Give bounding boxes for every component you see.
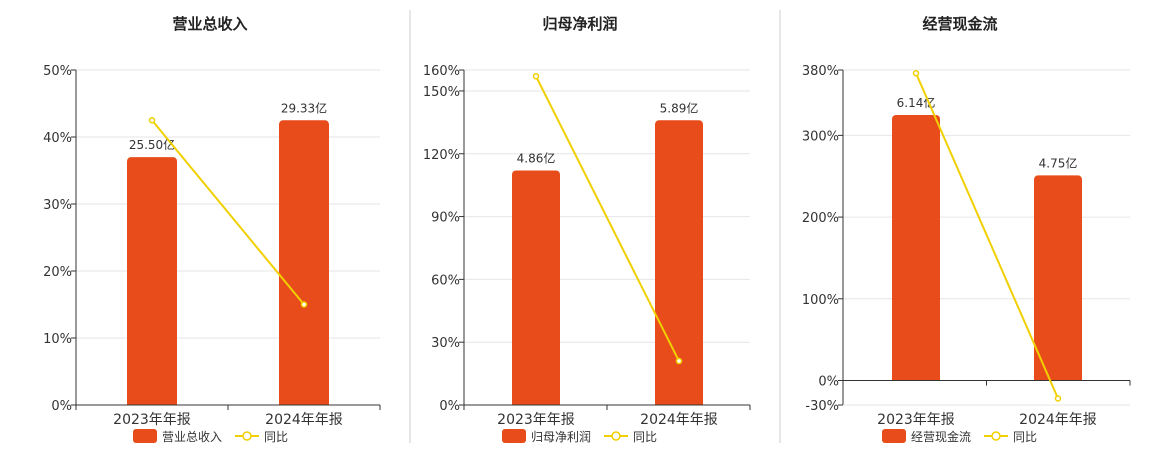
y-tick-label: 160% [423,64,460,79]
chart-title: 经营现金流 [922,15,997,33]
chart-panel-2: 归母净利润 0% 30% 60% 90% 120% 150% 160% 4.86亿 5.89亿 20… [423,15,751,444]
y-tick-label: 120% [423,148,460,163]
y-tick-label: 300% [802,129,839,144]
legend-label: 同比 [264,430,288,444]
bar [127,157,177,405]
y-tick-label: 200% [802,211,839,226]
bar-data-label: 6.14亿 [897,95,936,110]
line-point [532,73,540,80]
bar-base [512,399,560,405]
y-tick-label: 0% [439,399,460,414]
y-tick-label: 30% [431,336,460,351]
chart-panel-1: 营业总收入 0% 10% 20% 30% 40% 50% 25.50亿 29.33亿 2023年年… [43,15,381,444]
x-tick-label: 2023年年报 [497,412,575,428]
line-point [1054,395,1062,402]
bar-base [655,399,703,405]
bar-base [892,374,940,381]
bar-data-label: 25.50亿 [129,137,175,152]
y-tick-label: 60% [431,273,460,288]
x-tick-label: 2024年年报 [640,412,718,428]
y-tick-label: 150% [423,85,460,100]
legend-swatch-marker [991,431,1001,441]
legend-swatch-bar [882,429,906,443]
x-tick-label: 2024年年报 [265,412,343,428]
bar [279,120,329,405]
legend-label: 归母净利润 [531,430,591,444]
legend-label: 经营现金流 [911,429,971,444]
bar-data-label: 29.33亿 [281,100,327,115]
line-series [535,75,680,362]
legend-swatch-marker [242,431,252,441]
y-tick-label: 100% [802,293,839,308]
line-point [675,357,683,365]
x-tick-label: 2024年年报 [1019,412,1097,428]
y-tick-label: 0% [51,399,72,414]
chart-title: 营业总收入 [172,15,247,33]
bar-data-label: 5.89亿 [660,100,699,115]
legend-label: 营业总收入 [162,430,222,444]
bar [892,114,940,381]
y-tick-label: 50% [43,64,72,79]
line-series [915,72,1059,399]
legend-swatch-marker [611,431,621,441]
y-tick-label: 0% [818,374,839,389]
legend-swatch-bar [502,429,526,443]
x-tick-label: 2023年年报 [877,412,955,428]
line-point [148,117,156,124]
bar-data-label: 4.86亿 [517,151,556,166]
bar [655,120,703,405]
legend-label: 同比 [1013,430,1037,444]
chart-panel-3: 经营现金流 -30% 0% 100% 200% 300% 380% 6.14亿 4.75亿 202… [802,15,1131,444]
bar-data-label: 4.75亿 [1039,155,1078,170]
bar [1034,175,1082,381]
x-tick-label: 2023年年报 [113,412,191,428]
bar [512,170,560,405]
line-series [151,119,305,306]
bar-base [279,399,329,405]
y-tick-label: 30% [43,198,72,213]
y-tick-label: 380% [802,64,839,79]
y-tick-label: 20% [43,265,72,280]
y-tick-label: -30% [805,399,839,414]
legend-swatch-bar [133,429,157,443]
y-tick-label: 90% [431,211,460,226]
line-point [912,70,920,77]
bar-base [1034,374,1082,381]
y-tick-label: 40% [43,131,72,146]
legend-label: 同比 [633,430,657,444]
bar-base [127,399,177,405]
y-tick-label: 10% [43,332,72,347]
chart-title: 归母净利润 [542,15,617,33]
line-point [300,301,308,308]
